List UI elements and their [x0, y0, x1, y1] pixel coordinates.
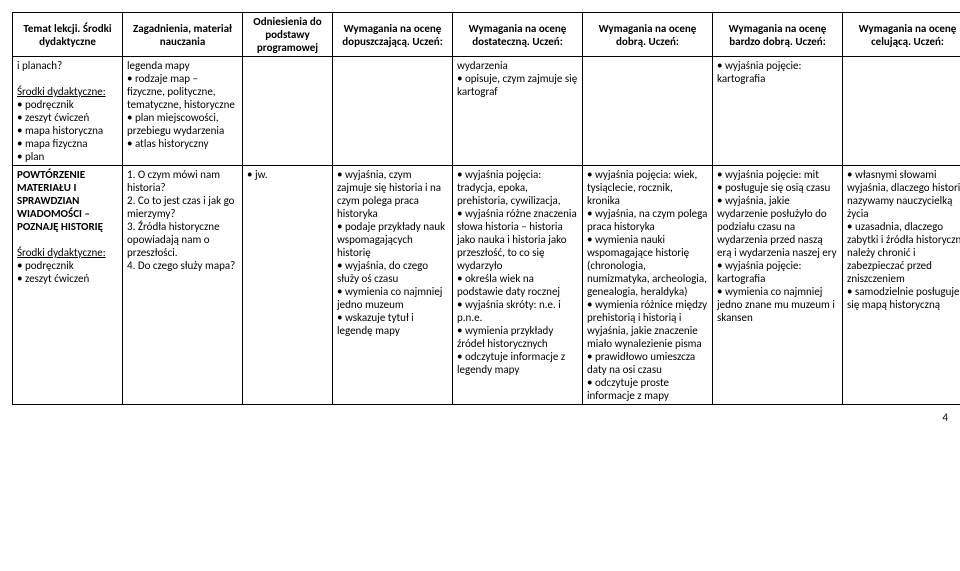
cell-sufficient: • wyjaśnia pojęcia: tradycja, epoka, pre… [453, 166, 583, 405]
text: legenda mapy [127, 59, 238, 72]
text: POWTÓRZENIE MATERIAŁU I SPRAWDZIAN WIADO… [17, 168, 118, 233]
header-grade-good: Wymagania na ocenę dobrą. Uczeń: [583, 13, 713, 57]
text: • wymienia co najmniej jedno znane mu mu… [717, 285, 838, 324]
text: • opisuje, czym zajmuje się kartograf [457, 72, 578, 98]
text: • wskazuje tytuł i legendę mapy [337, 311, 448, 337]
text: • odczytuje proste informacje z mapy [587, 376, 708, 402]
text: • atlas historyczny [127, 137, 238, 150]
cell-vgood: • wyjaśnia pojęcie: kartografia [713, 57, 843, 166]
text: • wyjaśnia różne znaczenia słowa histori… [457, 207, 578, 272]
header-row: Temat lekcji. Środki dydaktyczne Zagadni… [13, 13, 960, 57]
text: • zeszyt ćwiczeń [17, 272, 118, 285]
table-row: POWTÓRZENIE MATERIAŁU I SPRAWDZIAN WIADO… [13, 166, 960, 405]
header-topic: Temat lekcji. Środki dydaktyczne [13, 13, 123, 57]
text: • podaje przykłady nauk wspomagających h… [337, 220, 448, 259]
header-grade-sufficient: Wymagania na ocenę dostateczną. Uczeń: [453, 13, 583, 57]
table-row: i planach? Środki dydaktyczne: • podręcz… [13, 57, 960, 166]
cell-topic: POWTÓRZENIE MATERIAŁU I SPRAWDZIAN WIADO… [13, 166, 123, 405]
text: • uzasadnia, dlaczego zabytki i źródła h… [847, 220, 960, 285]
cell-excellent [843, 57, 960, 166]
text: 1. O czym mówi nam historia? [127, 168, 238, 194]
text: • wymienia różnice między prehistorią i … [587, 298, 708, 350]
text: • wyjaśnia pojęcia: tradycja, epoka, pre… [457, 168, 578, 207]
text: 4. Do czego służy mapa? [127, 259, 238, 272]
cell-topic: i planach? Środki dydaktyczne: • podręcz… [13, 57, 123, 166]
cell-good: • wyjaśnia pojęcia: wiek, tysiąclecie, r… [583, 166, 713, 405]
cell-excellent: • własnymi słowami wyjaśnia, dlaczego hi… [843, 166, 960, 405]
cell-material: 1. O czym mówi nam historia? 2. Co to je… [123, 166, 243, 405]
text: 3. Źródła historyczne opowiadają nam o p… [127, 220, 238, 259]
text: • wyjaśnia, do czego służy oś czasu [337, 259, 448, 285]
text: • podręcznik [17, 259, 118, 272]
header-material: Zagadnienia, materiał nauczania [123, 13, 243, 57]
text: Środki dydaktyczne: [17, 246, 118, 259]
text: • plan [17, 150, 118, 163]
page-number: 4 [12, 411, 948, 424]
text: • rodzaje map – fizyczne, polityczne, te… [127, 72, 238, 111]
text: • wyjaśnia pojęcie: kartografia [717, 259, 838, 285]
header-grade-excellent: Wymagania na ocenę celującą. Uczeń: [843, 13, 960, 57]
text: • wyjaśnia, jakie wydarzenie posłużyło d… [717, 194, 838, 259]
text: • własnymi słowami wyjaśnia, dlaczego hi… [847, 168, 960, 220]
text: • samodzielnie posługuje się mapą histor… [847, 285, 960, 311]
cell-ref: • jw. [243, 166, 333, 405]
cell-ref [243, 57, 333, 166]
cell-pass [333, 57, 453, 166]
text: • wyjaśnia, na czym polega praca history… [587, 207, 708, 233]
header-curriculum-ref: Odniesienia do podstawy programowej [243, 13, 333, 57]
text: • zeszyt ćwiczeń [17, 111, 118, 124]
text: • wymienia co najmniej jedno muzeum [337, 285, 448, 311]
text: • posługuje się osią czasu [717, 181, 838, 194]
cell-good [583, 57, 713, 166]
text: • wymienia przykłady źródeł historycznyc… [457, 324, 578, 350]
text: • wyjaśnia pojęcie: mit [717, 168, 838, 181]
text: • mapa fizyczna [17, 137, 118, 150]
header-grade-pass: Wymagania na ocenę dopuszczającą. Uczeń: [333, 13, 453, 57]
text: • prawidłowo umieszcza daty na osi czasu [587, 350, 708, 376]
text: 2. Co to jest czas i jak go mierzymy? [127, 194, 238, 220]
header-grade-vgood: Wymagania na ocenę bardzo dobrą. Uczeń: [713, 13, 843, 57]
text: • wyjaśnia, czym zajmuje się historia i … [337, 168, 448, 220]
text: • wyjaśnia skróty: n.e. i p.n.e. [457, 298, 578, 324]
cell-pass: • wyjaśnia, czym zajmuje się historia i … [333, 166, 453, 405]
text: Środki dydaktyczne: [17, 85, 118, 98]
cell-vgood: • wyjaśnia pojęcie: mit • posługuje się … [713, 166, 843, 405]
text: • odczytuje informacje z legendy mapy [457, 350, 578, 376]
curriculum-table: Temat lekcji. Środki dydaktyczne Zagadni… [12, 12, 960, 405]
text: • podręcznik [17, 98, 118, 111]
text: • plan miejscowości, przebiegu wydarzeni… [127, 111, 238, 137]
text: • wyjaśnia pojęcie: kartografia [717, 59, 838, 85]
text: • mapa historyczna [17, 124, 118, 137]
text: • określa wiek na podstawie daty rocznej [457, 272, 578, 298]
text: i planach? [17, 59, 118, 72]
cell-material: legenda mapy • rodzaje map – fizyczne, p… [123, 57, 243, 166]
text: • wyjaśnia pojęcia: wiek, tysiąclecie, r… [587, 168, 708, 207]
cell-sufficient: wydarzenia • opisuje, czym zajmuje się k… [453, 57, 583, 166]
text: wydarzenia [457, 59, 578, 72]
text: • wymienia nauki wspomagające historię (… [587, 233, 708, 298]
